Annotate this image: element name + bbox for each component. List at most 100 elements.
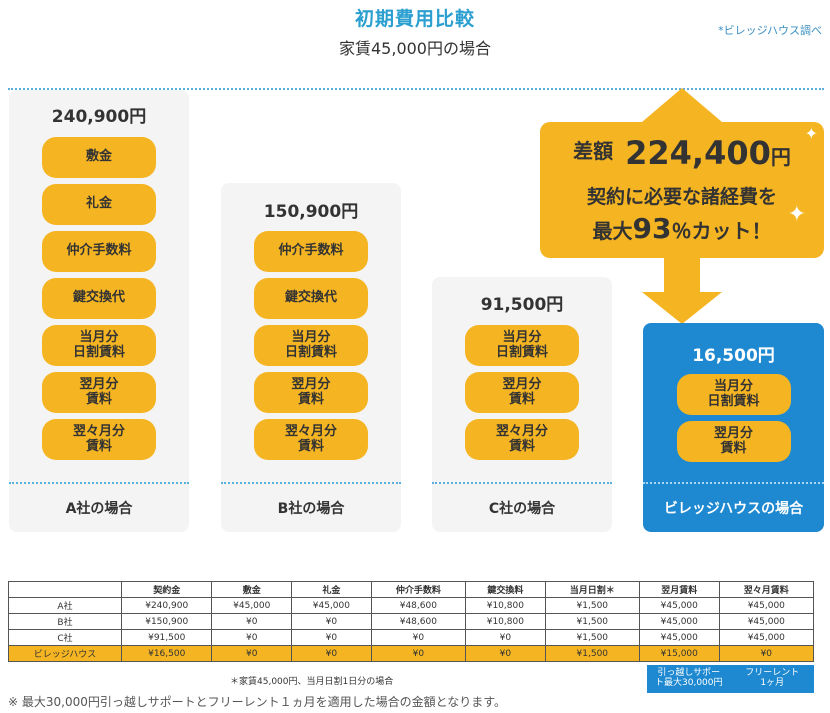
cost-item: 翌月分 賃料 [42,372,156,413]
table-header: 鍵交換料 [465,581,546,598]
table-cell: ¥10,800 [465,597,546,614]
column-c: 91,500円 当月分 日割賃料 翌月分 賃料 翌々月分 賃料 C社の場合 [432,277,612,532]
cost-item: 仲介手数料 [42,231,156,272]
cost-item: 鍵交換代 [254,278,368,319]
table-cell: ¥45,000 [291,597,372,614]
cost-item: 翌々月分 賃料 [465,419,579,460]
column-a: 240,900円 敷金 礼金 仲介手数料 鍵交換代 当月分 日割賃料 翌月分 賃… [9,90,189,532]
table-header: 当月日割＊ [544,581,640,598]
table-header: 仲介手数料 [370,581,467,598]
table-cell: ¥15,000 [638,645,720,662]
cost-item: 翌々月分 賃料 [254,419,368,460]
table-cell: ¥0 [465,645,546,662]
table-header [8,581,122,598]
table-cell: ¥16,500 [120,645,213,662]
sparkle-icon: ✦ [804,124,818,143]
free-rent: フリーレント 1ヶ月 [745,668,800,688]
table-cell: ¥45,000 [638,597,720,614]
table-header: 礼金 [291,581,372,598]
footnote: ※ 最大30,000円引っ越しサポートとフリーレント１ヵ月を適用した場合の金額と… [8,695,507,709]
table-cell: ¥10,800 [465,613,546,630]
table-cell: ¥1,500 [544,597,640,614]
column-c-total: 91,500円 [480,295,564,315]
table-cell: ¥1,500 [544,613,640,630]
cost-item: 当月分 日割賃料 [254,325,368,366]
table-header-row: 契約金 敷金 礼金 仲介手数料 鍵交換料 当月日割＊ 翌月賃料 翌々月賃料 [8,581,815,598]
table-cell: ¥0 [211,613,293,630]
table-cell: ¥45,000 [638,613,720,630]
table-cell: ¥0 [211,629,293,646]
column-a-total: 240,900円 [51,107,147,127]
sparkle-icon: ✦ [787,202,806,227]
column-a-label: A社の場合 [9,482,189,532]
cost-item: 礼金 [42,184,156,225]
percent-value: 93 [632,212,672,245]
divider [8,88,824,90]
table-cell: ¥0 [465,629,546,646]
table-row: A社 ¥240,900 ¥45,000 ¥45,000 ¥48,600 ¥10,… [8,597,815,614]
table-header: 敷金 [211,581,293,598]
table-cell: ¥1,500 [544,629,640,646]
cost-item: 翌月分 賃料 [676,421,791,462]
table-cell: ビレッジハウス [8,645,122,662]
cost-item: 翌月分 賃料 [254,372,368,413]
column-village-total: 16,500円 [692,346,775,366]
table-cell: ¥0 [211,645,293,662]
diff-unit: 円 [770,145,791,169]
column-b-label: B社の場合 [221,482,401,532]
table-cell: ¥240,900 [120,597,213,614]
line3-pre: 最大 [592,219,633,243]
table-row: C社 ¥91,500 ¥0 ¥0 ¥0 ¥0 ¥1,500 ¥45,000 ¥4… [8,629,815,646]
table-cell: ¥45,000 [718,629,815,646]
table-cell: ¥48,600 [370,613,467,630]
table-cell: ¥150,900 [120,613,213,630]
table-cell: ¥0 [718,645,815,662]
table-header: 翌々月賃料 [718,581,815,598]
callout-line2: 契約に必要な諸経費を [586,186,777,208]
cost-item: 敷金 [42,137,156,178]
cost-item: 仲介手数料 [254,231,368,272]
column-village-house: 16,500円 当月分 日割賃料 翌月分 賃料 ビレッジハウスの場合 [643,323,824,532]
table-cell: B社 [8,613,122,630]
table-cell: ¥0 [370,645,467,662]
table-cell: ¥0 [291,613,372,630]
cost-item: 当月分 日割賃料 [465,325,579,366]
cost-item: 当月分 日割賃料 [676,374,791,415]
cost-item: 当月分 日割賃料 [42,325,156,366]
table-note: ＊家賃45,000円、当月日割1日分の場合 [230,677,394,687]
diff-label: 差額 [573,139,614,163]
double-arrow-callout [540,88,824,324]
diff-amount: 224,400 [625,134,771,172]
table-cell: ¥0 [291,629,372,646]
table-cell: ¥0 [291,645,372,662]
column-b-total: 150,900円 [263,202,359,222]
table-cell: ¥48,600 [370,597,467,614]
table-row-highlight: ビレッジハウス ¥16,500 ¥0 ¥0 ¥0 ¥0 ¥1,500 ¥15,0… [8,645,815,662]
table-cell: ¥45,000 [211,597,293,614]
cost-table: 契約金 敷金 礼金 仲介手数料 鍵交換料 当月日割＊ 翌月賃料 翌々月賃料 A社… [8,581,815,662]
column-b: 150,900円 仲介手数料 鍵交換代 当月分 日割賃料 翌月分 賃料 翌々月分… [221,183,401,532]
cost-item: 翌々月分 賃料 [42,419,156,460]
table-header: 翌月賃料 [638,581,720,598]
cost-item: 鍵交換代 [42,278,156,319]
moving-support: 引っ越しサポー ト最大30,000円 [655,668,723,688]
extra-benefits: 引っ越しサポー ト最大30,000円 フリーレント 1ヶ月 [647,665,814,693]
cost-item: 翌月分 賃料 [465,372,579,413]
table-cell: ¥45,000 [718,613,815,630]
column-village-label: ビレッジハウスの場合 [643,482,824,532]
page-subtitle: 家賃45,000円の場合 [339,39,491,58]
savings-callout: 差額 224,400円 契約に必要な諸経費を 最大93％カット！ ✦ ✦ [540,122,824,258]
table-cell: C社 [8,629,122,646]
table-cell: A社 [8,597,122,614]
table-row: B社 ¥150,900 ¥0 ¥0 ¥48,600 ¥10,800 ¥1,500… [8,613,815,630]
table-cell: ¥91,500 [120,629,213,646]
line3-post: ％カット！ [671,219,772,243]
callout-diff: 差額 224,400円 [540,134,824,172]
table-header: 契約金 [120,581,213,598]
column-c-label: C社の場合 [432,482,612,532]
table-cell: ¥0 [370,629,467,646]
table-cell: ¥1,500 [544,645,640,662]
page-title: 初期費用比較 [354,8,475,30]
source-note: *ビレッジハウス調べ [718,24,822,37]
callout-line3: 最大93％カット！ [540,212,824,245]
